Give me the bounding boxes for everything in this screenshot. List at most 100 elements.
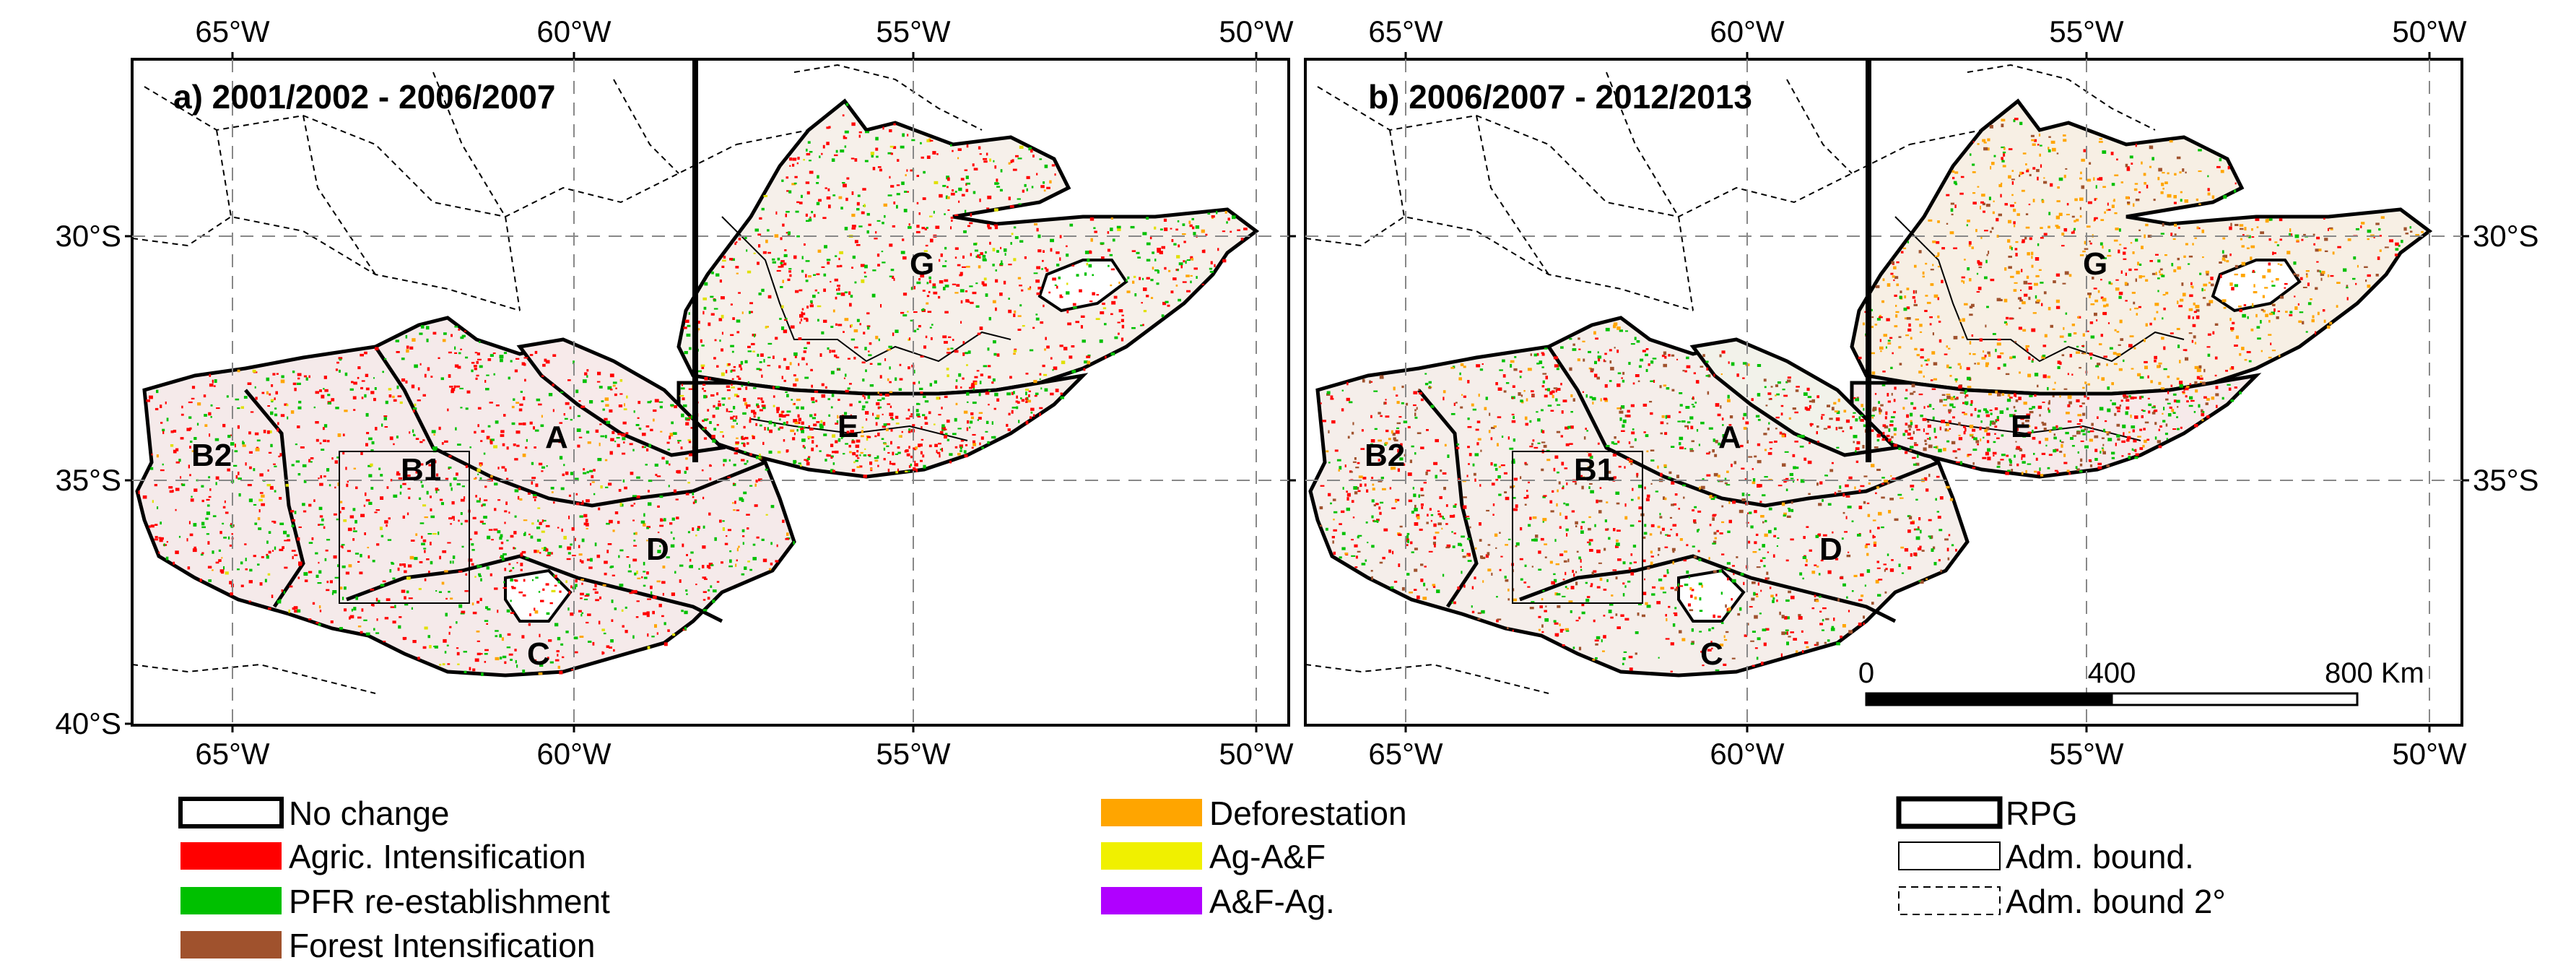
change-pixel (1542, 590, 1544, 592)
change-pixel (1772, 597, 1775, 600)
change-pixel (1998, 214, 2002, 217)
change-pixel (899, 388, 902, 391)
change-pixel (1765, 534, 1768, 537)
change-pixel (1489, 413, 1490, 416)
change-pixel (2034, 283, 2038, 286)
change-pixel (1072, 265, 1075, 267)
change-pixel (1790, 478, 1794, 480)
change-pixel (985, 391, 990, 394)
change-pixel (324, 424, 327, 428)
change-pixel (1079, 290, 1082, 293)
change-pixel (1712, 517, 1715, 521)
change-pixel (1934, 562, 1937, 566)
change-pixel (1226, 221, 1228, 223)
change-pixel (1164, 219, 1167, 222)
change-pixel (1359, 484, 1362, 488)
change-pixel (1894, 325, 1898, 327)
change-pixel (292, 524, 295, 527)
change-pixel (689, 566, 691, 568)
change-pixel (2279, 218, 2283, 221)
change-pixel (1907, 566, 1911, 570)
change-pixel (549, 393, 552, 397)
change-pixel (2013, 209, 2016, 212)
change-pixel (1454, 532, 1456, 534)
change-pixel (2032, 265, 2034, 268)
change-pixel (643, 613, 647, 615)
change-pixel (1504, 472, 1507, 475)
change-pixel (1427, 514, 1429, 516)
change-pixel (1520, 558, 1523, 561)
change-pixel (1044, 348, 1046, 350)
change-pixel (634, 503, 635, 504)
change-pixel (398, 626, 401, 629)
change-pixel (1762, 522, 1765, 524)
change-pixel (2032, 167, 2035, 170)
change-pixel (1555, 399, 1557, 402)
change-pixel (1788, 636, 1790, 637)
change-pixel (267, 430, 270, 434)
change-pixel (703, 591, 707, 593)
change-pixel (344, 587, 347, 589)
change-pixel (253, 370, 256, 373)
change-pixel (890, 185, 894, 188)
change-pixel (1598, 358, 1600, 361)
change-pixel (138, 490, 139, 494)
change-pixel (179, 536, 180, 538)
change-pixel (811, 397, 814, 401)
change-pixel (152, 454, 153, 456)
change-pixel (803, 159, 805, 160)
change-pixel (1969, 241, 1972, 245)
change-pixel (1925, 263, 1927, 264)
change-pixel (1512, 397, 1514, 399)
change-pixel (1015, 155, 1019, 157)
change-pixel (334, 487, 336, 489)
change-pixel (932, 151, 936, 155)
change-pixel (957, 428, 961, 429)
change-pixel (1637, 613, 1640, 616)
change-pixel (1872, 371, 1876, 374)
change-pixel (889, 381, 892, 384)
change-pixel (657, 475, 661, 477)
change-pixel (274, 466, 277, 467)
change-pixel (1647, 495, 1650, 498)
change-pixel (1699, 443, 1700, 446)
change-pixel (1600, 578, 1603, 581)
change-pixel (1480, 368, 1483, 371)
change-pixel (479, 566, 482, 568)
change-pixel (1505, 544, 1508, 545)
change-pixel (778, 451, 781, 453)
change-pixel (1045, 389, 1048, 392)
change-pixel (988, 347, 990, 350)
change-pixel (597, 372, 601, 376)
change-pixel (451, 390, 454, 394)
change-pixel (1573, 398, 1575, 402)
change-pixel (477, 361, 479, 364)
change-pixel (235, 399, 240, 401)
change-pixel (1877, 439, 1879, 441)
change-pixel (712, 439, 715, 443)
change-pixel (2048, 376, 2051, 378)
change-pixel (1056, 389, 1059, 392)
change-pixel (1028, 394, 1030, 397)
change-pixel (1660, 473, 1663, 477)
change-pixel (1994, 155, 1996, 157)
change-pixel (811, 448, 814, 451)
change-pixel (784, 380, 786, 382)
change-pixel (484, 380, 486, 383)
change-pixel (1905, 334, 1909, 336)
change-pixel (1940, 570, 1942, 573)
change-pixel (1406, 535, 1409, 539)
change-pixel (1030, 350, 1033, 352)
change-pixel (331, 620, 334, 623)
change-pixel (972, 443, 976, 446)
change-pixel (1756, 415, 1759, 417)
change-pixel (272, 550, 274, 552)
change-pixel (1672, 548, 1676, 551)
change-pixel (671, 545, 675, 548)
change-pixel (849, 451, 852, 454)
change-pixel (1531, 443, 1533, 445)
change-pixel (425, 627, 428, 630)
change-pixel (951, 220, 953, 222)
change-pixel (608, 543, 612, 545)
change-pixel (613, 385, 616, 387)
